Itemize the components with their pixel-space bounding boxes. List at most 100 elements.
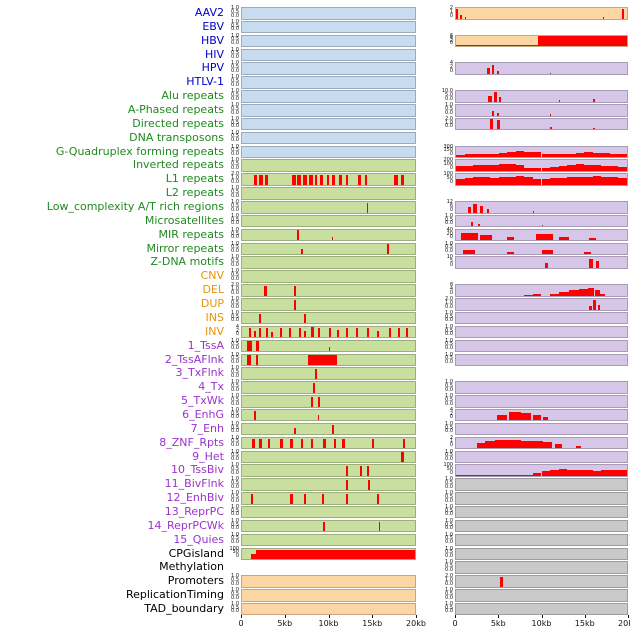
y-tick-label: 1.0 [231, 212, 239, 219]
y-axis-ticks: 100 50 0 [439, 462, 454, 477]
y-axis-ticks: 1.0 0.5 0.0 [225, 434, 240, 450]
x-axis-tick [455, 615, 456, 619]
y-tick-label: 1.0 [231, 600, 239, 607]
y-tick-label: 0.5 [445, 327, 453, 334]
track-panel-right [455, 104, 628, 117]
y-tick-label: 0.5 [231, 424, 239, 431]
y-tick-label: 0.5 [231, 64, 239, 71]
track-label: HTLV-1 [186, 75, 224, 89]
red-bar [515, 164, 525, 171]
y-tick-label: 100 [443, 462, 453, 469]
y-tick-label: 1.0 [231, 434, 239, 441]
y-tick-label: 0.5 [445, 507, 453, 514]
y-tick-label: 0.0 [445, 123, 453, 130]
red-bar [254, 330, 257, 338]
track-label: Microsatellites [144, 213, 224, 227]
y-tick-label: 0 [449, 40, 453, 47]
y-axis-ticks: 1.0 0.5 0.0 [225, 463, 240, 477]
red-bar [478, 223, 480, 227]
red-bar [456, 474, 533, 476]
red-bar [318, 327, 321, 338]
y-tick-label: 0.0 [445, 331, 453, 338]
red-bar [259, 438, 262, 449]
red-bar [293, 428, 296, 435]
red-bar [532, 210, 535, 213]
y-tick-label: 0.0 [445, 594, 453, 601]
red-bar [476, 442, 486, 449]
red-bar [323, 521, 326, 532]
red-bar [532, 178, 542, 185]
y-tick-label: 0.0 [231, 67, 239, 74]
red-bar [498, 152, 508, 158]
red-bar [265, 174, 268, 185]
y-tick-label: 50 [446, 466, 453, 473]
track-label: CNV [200, 269, 224, 283]
y-tick-label: 0.5 [231, 119, 239, 126]
y-tick-label: 1.0 [445, 531, 453, 538]
red-bar [464, 154, 474, 158]
track-label: EBV [202, 19, 224, 33]
red-bar [507, 440, 521, 449]
y-tick-label: 0.5 [231, 466, 239, 473]
red-bar [345, 466, 348, 476]
red-bar [366, 202, 369, 213]
red-bar [331, 237, 334, 241]
y-tick-label: 0.0 [445, 95, 453, 102]
y-tick-label: 0.5 [231, 479, 239, 486]
red-bar [254, 410, 257, 421]
red-bar [532, 440, 544, 449]
y-axis-ticks: 2.0 1.0 0.0 [225, 283, 240, 297]
y-tick-label: 0.5 [231, 410, 239, 417]
red-bar [497, 414, 508, 421]
track-panel-left [241, 505, 416, 519]
track-panel-left [241, 381, 416, 394]
y-tick-label: 50 [446, 175, 453, 182]
track-panel-right [455, 450, 628, 464]
y-tick-label: 0.0 [231, 608, 239, 615]
red-bar [464, 177, 474, 185]
track-panel-left [241, 478, 416, 491]
track-label: 1_TssA [187, 338, 224, 352]
red-bar [397, 327, 400, 338]
track-panel-right [455, 589, 628, 602]
y-tick-label: 0.0 [231, 234, 239, 241]
red-bar [337, 329, 340, 338]
red-bar [368, 480, 370, 490]
red-bar [486, 67, 491, 74]
y-tick-label: 1 [449, 438, 453, 445]
y-tick-label: 0.0 [231, 40, 239, 47]
y-tick-label: 0.0 [231, 248, 239, 255]
y-tick-label: 0.0 [231, 12, 239, 19]
red-bar [481, 153, 491, 158]
track-panel-left [241, 90, 416, 103]
y-tick-label: 1.0 [231, 531, 239, 538]
red-bar [366, 466, 369, 476]
red-bar [479, 206, 483, 213]
red-bar [304, 330, 307, 338]
red-bar [490, 119, 493, 130]
y-tick-label: 0.5 [231, 22, 239, 29]
x-axis-tick-label: 15kb [574, 619, 595, 629]
red-bar [507, 151, 516, 158]
y-tick-label: 0.0 [231, 26, 239, 33]
red-bar [297, 230, 300, 241]
y-tick-label: 0 [449, 178, 453, 185]
y-tick-label: 2.0 [445, 296, 453, 303]
x-axis-tick-label: 20kb [618, 619, 630, 629]
x-axis-tick [328, 615, 330, 619]
track-panel-right [455, 353, 628, 366]
red-bar [495, 439, 508, 449]
y-axis-ticks: 1.0 0.5 0.0 [225, 240, 240, 256]
y-tick-label: 0 [449, 289, 453, 296]
red-bar [293, 299, 296, 310]
y-axis-ticks: 1.0 0.5 0.0 [225, 588, 240, 602]
red-bar [300, 438, 304, 449]
track-label: L1 repeats [165, 172, 224, 186]
y-tick-label: 1.0 [231, 240, 239, 247]
red-bar [592, 300, 597, 310]
red-bar [544, 262, 548, 268]
y-tick-label: 0.0 [231, 178, 239, 185]
track-panel-right [455, 145, 628, 159]
track-panel-left [241, 34, 416, 48]
